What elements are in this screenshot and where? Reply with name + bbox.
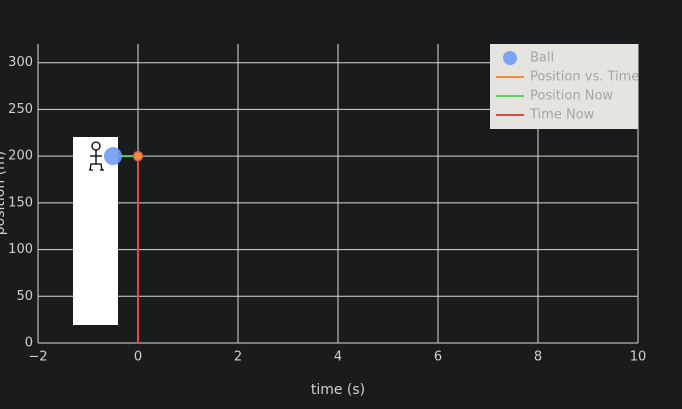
x-tick-label: 4 — [334, 350, 342, 365]
x-tick-label: 2 — [234, 350, 242, 365]
x-tick-label: 0 — [134, 350, 142, 365]
y-tick-label: 300 — [8, 55, 33, 70]
legend-label: Ball — [530, 51, 554, 66]
y-tick-label: 150 — [8, 195, 33, 210]
legend-label: Time Now — [529, 108, 595, 123]
y-tick-label: 0 — [25, 336, 33, 351]
y-tick-label: 250 — [8, 102, 33, 117]
legend-label: Position vs. Time — [530, 70, 639, 85]
series-point — [132, 150, 144, 162]
x-tick-label: 10 — [630, 350, 647, 365]
y-axis-label: position (m) — [0, 151, 8, 235]
platform — [73, 137, 118, 325]
y-tick-label: 200 — [8, 149, 33, 164]
stick-figure — [89, 141, 104, 171]
x-tick-label: 8 — [534, 350, 542, 365]
y-tick-label: 50 — [16, 289, 33, 304]
y-tick-label: 100 — [8, 242, 33, 257]
x-tick-label: −2 — [28, 350, 47, 365]
legend-symbol — [503, 51, 517, 65]
legend: Ball Position vs. Time Position Now Time No… — [490, 44, 639, 129]
ball-marker — [104, 147, 122, 166]
legend-label: Position Now — [530, 89, 613, 104]
x-tick-label: 6 — [434, 350, 442, 365]
plot-marks — [104, 147, 144, 343]
x-axis-label: time (s) — [311, 382, 365, 398]
